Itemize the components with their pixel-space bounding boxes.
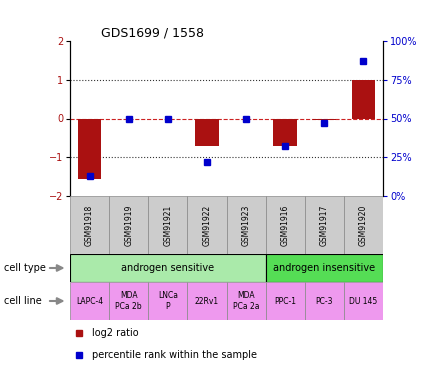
Text: 22Rv1: 22Rv1 xyxy=(195,297,219,306)
Bar xyxy=(187,196,227,254)
Bar xyxy=(148,196,187,254)
Bar xyxy=(305,196,344,254)
Text: PPC-1: PPC-1 xyxy=(274,297,296,306)
Bar xyxy=(312,118,336,120)
Text: GSM91916: GSM91916 xyxy=(280,204,290,246)
Bar xyxy=(187,282,227,320)
Text: GSM91918: GSM91918 xyxy=(85,204,94,246)
Bar xyxy=(344,196,383,254)
Text: GSM91919: GSM91919 xyxy=(124,204,133,246)
Text: androgen sensitive: androgen sensitive xyxy=(121,263,214,273)
Text: cell type: cell type xyxy=(4,263,46,273)
Text: log2 ratio: log2 ratio xyxy=(92,327,139,338)
Bar xyxy=(344,282,383,320)
Bar xyxy=(227,196,266,254)
Text: percentile rank within the sample: percentile rank within the sample xyxy=(92,350,257,360)
Text: PC-3: PC-3 xyxy=(315,297,333,306)
Bar xyxy=(266,282,305,320)
Text: cell line: cell line xyxy=(4,296,42,306)
Text: MDA
PCa 2a: MDA PCa 2a xyxy=(233,291,259,311)
Text: LNCa
P: LNCa P xyxy=(158,291,178,311)
Bar xyxy=(273,118,297,146)
Bar xyxy=(305,282,344,320)
Text: GSM91917: GSM91917 xyxy=(320,204,329,246)
Bar xyxy=(109,282,148,320)
Text: DU 145: DU 145 xyxy=(349,297,377,306)
Text: GSM91922: GSM91922 xyxy=(202,204,211,246)
Bar xyxy=(195,118,219,146)
Text: GDS1699 / 1558: GDS1699 / 1558 xyxy=(101,27,204,40)
Bar xyxy=(266,196,305,254)
Bar xyxy=(148,282,187,320)
Bar xyxy=(227,282,266,320)
Text: androgen insensitive: androgen insensitive xyxy=(273,263,375,273)
Bar xyxy=(70,254,266,282)
Bar xyxy=(266,254,383,282)
Text: GSM91923: GSM91923 xyxy=(241,204,251,246)
Text: GSM91921: GSM91921 xyxy=(163,204,172,246)
Bar xyxy=(109,196,148,254)
Text: MDA
PCa 2b: MDA PCa 2b xyxy=(115,291,142,311)
Text: LAPC-4: LAPC-4 xyxy=(76,297,103,306)
Text: GSM91920: GSM91920 xyxy=(359,204,368,246)
Bar xyxy=(70,196,109,254)
Bar xyxy=(78,118,101,178)
Bar xyxy=(70,282,109,320)
Bar xyxy=(352,80,375,118)
